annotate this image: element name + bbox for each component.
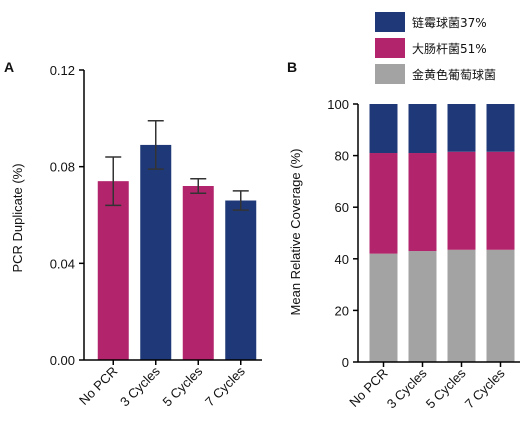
panel-b-xtick-label: 3 Cycles [384,365,430,411]
panel-b-bar-0-segment-0 [369,253,398,362]
panel-a-ytick-label: 0.12 [50,63,75,78]
legend-swatch-0 [375,12,405,32]
panel-b-bar-3-segment-2 [486,104,515,152]
panel-a-bar-3 [225,200,257,360]
panel-a-bar-2 [182,186,214,360]
panel-b-xtick-label: 7 Cycles [462,365,508,411]
panel-b-xtick-label: 5 Cycles [423,365,469,411]
panel-a-label: A [4,59,14,75]
panel-b-bar-1-segment-1 [408,153,437,252]
panel-a-ytick-label: 0.08 [50,160,75,175]
panel-b-ytick-label: 100 [327,97,349,112]
legend: 链霉球菌37% 大肠杆菌51% 金黄色葡萄球菌 [375,12,496,84]
panel-a-xtick-label: No PCR [76,364,120,408]
panel-b-bar-2-segment-1 [447,151,476,250]
legend-swatch-2 [375,64,405,84]
legend-label-1: 大肠杆菌51% [412,42,487,56]
panel-a-xtick-label: 5 Cycles [160,363,206,409]
panel-a-xtick-label: 3 Cycles [117,363,163,409]
panel-b-label: B [287,59,297,75]
panel-b-ytick-label: 80 [335,149,349,164]
panel-b-bar-2-segment-2 [447,104,476,152]
panel-b-bar-2-segment-0 [447,249,476,362]
panel-b-bar-0-segment-1 [369,153,398,254]
panel-b-bar-3-segment-1 [486,151,515,250]
legend-label-0: 链霉球菌37% [412,15,487,30]
panel-b-bar-3-segment-0 [486,249,515,362]
panel-a-ytick-label: 0.04 [50,256,75,271]
panel-a-bar-1 [140,144,172,360]
panel-b: B Mean Relative Coverage (%) 0 20 40 60 80 10… [287,59,520,411]
panel-a-xtick-label: 7 Cycles [202,363,248,409]
panel-b-bar-1-segment-2 [408,104,437,154]
panel-b-ytick-label: 20 [335,303,349,318]
panel-b-xtick-label: No PCR [346,366,390,410]
legend-label-2: 金黄色葡萄球菌 [412,67,496,82]
panel-b-bar-0-segment-2 [369,104,398,154]
panel-b-ytick-label: 40 [335,252,349,267]
panel-b-ytick-label: 60 [335,200,349,215]
panel-a-ylabel: PCR Duplicate (%) [10,163,25,272]
panel-a-ytick-label: 0.00 [50,353,75,368]
panel-a: A PCR Duplicate (%) 0.00 0.04 0.08 0.12 No … [4,59,262,409]
panel-b-ylabel: Mean Relative Coverage (%) [288,149,303,316]
panel-a-bar-0 [97,181,129,360]
panel-b-ytick-label: 0 [342,355,349,370]
panel-b-bar-1-segment-0 [408,251,437,362]
legend-swatch-1 [375,38,405,58]
